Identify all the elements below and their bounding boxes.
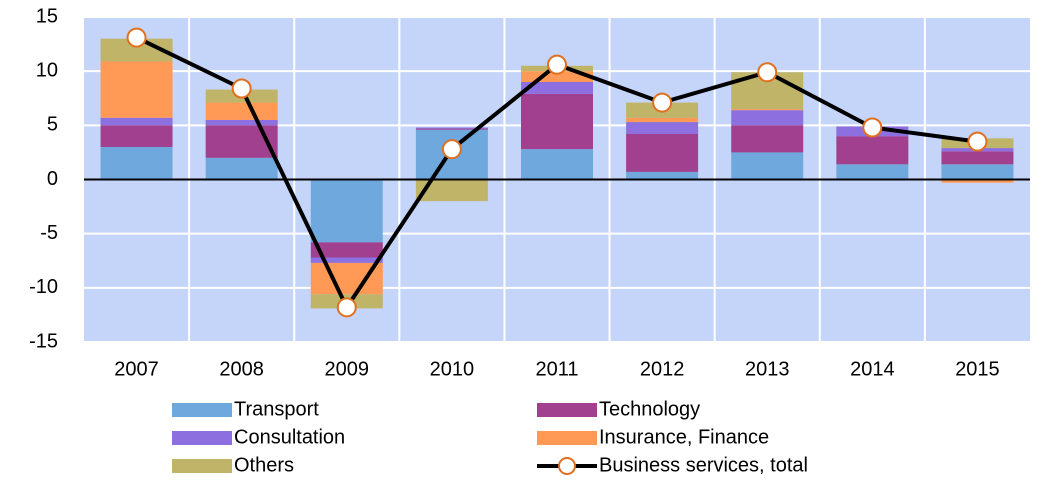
bar-segment — [310, 257, 383, 263]
bar-segment — [626, 134, 699, 172]
bar-segment — [100, 61, 173, 118]
bar-segment — [310, 242, 383, 258]
legend-swatch — [537, 431, 597, 445]
bar-segment — [731, 109, 804, 111]
legend-swatch — [172, 403, 232, 417]
x-tick-label: 2010 — [430, 358, 475, 380]
bar-segment — [941, 179, 1014, 183]
x-tick-label: 2014 — [850, 358, 895, 380]
legend-label: Technology — [599, 398, 700, 420]
bar-segment — [836, 164, 909, 180]
bar-segment — [100, 147, 173, 180]
bar-segment — [205, 102, 278, 120]
line-marker — [126, 27, 147, 48]
bar-segment — [941, 151, 1014, 165]
bar-segment — [836, 136, 909, 165]
line-marker — [757, 62, 778, 83]
line-marker — [967, 131, 988, 152]
legend-label: Others — [234, 454, 294, 476]
x-tick-label: 2009 — [325, 358, 370, 380]
bar-segment — [415, 179, 488, 202]
x-tick-label: 2011 — [535, 358, 578, 380]
legend-swatch — [172, 459, 232, 473]
y-tick-label: 10 — [36, 59, 58, 81]
bar-segment — [205, 119, 278, 126]
bar-segment — [521, 71, 593, 82]
bar-segment — [626, 117, 699, 123]
bar-segment — [941, 164, 1014, 180]
line-marker — [231, 78, 252, 99]
x-tick-label: 2008 — [219, 358, 264, 380]
legend-swatch — [537, 403, 597, 417]
y-tick-label: 15 — [36, 5, 58, 27]
bar-segment — [521, 93, 593, 150]
line-marker — [547, 54, 567, 75]
x-tick-label: 2015 — [955, 358, 1000, 380]
bar-segment — [205, 157, 278, 180]
legend-marker — [558, 457, 576, 475]
bar-segment — [100, 117, 173, 126]
bar-segment — [521, 82, 593, 94]
x-tick-label: 2012 — [640, 358, 685, 380]
legend-label: Transport — [234, 398, 319, 420]
y-tick-label: -5 — [40, 222, 58, 244]
bar-segment — [731, 125, 804, 153]
legend-label: Consultation — [234, 426, 345, 448]
bar-segment — [415, 128, 488, 130]
line-marker — [336, 297, 357, 318]
legend-label: Business services, total — [599, 454, 808, 476]
bar-segment — [415, 127, 488, 129]
bar-segment — [521, 149, 593, 180]
legend-swatch — [172, 431, 232, 445]
legend-label: Insurance, Finance — [599, 426, 769, 448]
x-tick-label: 2013 — [745, 358, 790, 380]
line-marker — [441, 139, 462, 160]
x-tick-label: 2007 — [114, 358, 159, 380]
y-tick-label: -15 — [29, 330, 58, 352]
y-tick-label: 0 — [47, 168, 58, 190]
line-marker — [652, 92, 673, 113]
bar-segment — [626, 122, 699, 134]
bar-segment — [100, 125, 173, 147]
y-tick-label: -10 — [29, 276, 58, 298]
bar-segment — [310, 179, 383, 243]
bar-segment — [731, 110, 804, 126]
bar-segment — [626, 171, 699, 180]
y-tick-label: 5 — [47, 114, 58, 136]
line-marker — [862, 117, 883, 138]
bar-segment — [731, 152, 804, 180]
